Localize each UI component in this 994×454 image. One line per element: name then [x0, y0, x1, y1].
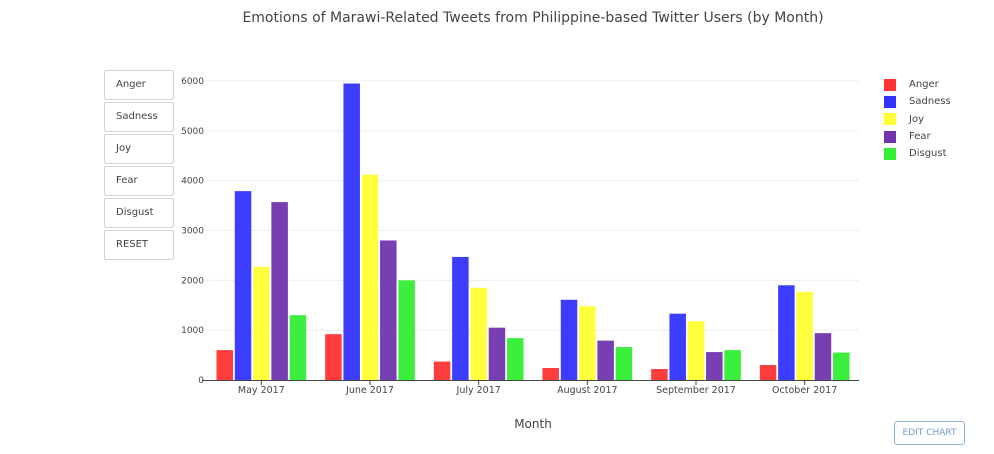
bar-disgust-1[interactable]	[398, 280, 415, 380]
legend-swatch	[884, 147, 896, 160]
bar-fear-1[interactable]	[380, 240, 397, 380]
bar-disgust-5[interactable]	[833, 352, 850, 380]
bar-joy-2[interactable]	[470, 287, 487, 380]
legend-label: Disgust	[909, 148, 947, 160]
bar-fear-0[interactable]	[271, 202, 288, 380]
axes: 0 1000 2000 3000 4000 5000 6000 May 2017 June 20…	[181, 77, 859, 396]
reset-button[interactable]: RESET	[104, 230, 174, 260]
legend-swatch	[884, 78, 896, 91]
bar-joy-4[interactable]	[687, 321, 705, 380]
bar-disgust-3[interactable]	[615, 347, 633, 380]
bar-sadness-4[interactable]	[669, 313, 686, 380]
x-tick-label: May 2017	[238, 385, 285, 396]
bar-anger-4[interactable]	[651, 369, 668, 380]
legend: Anger Sadness Joy Fear Disgust	[884, 76, 951, 162]
bar-anger-5[interactable]	[759, 365, 777, 380]
bar-anger-3[interactable]	[542, 368, 559, 380]
x-tick-label: June 2017	[345, 385, 394, 396]
edit-chart-button[interactable]: EDIT CHART	[894, 421, 965, 445]
x-axis-label: Month	[514, 417, 552, 431]
bar-fear-3[interactable]	[597, 340, 614, 380]
legend-item-disgust[interactable]: Disgust	[884, 145, 951, 162]
bar-sadness-0[interactable]	[234, 191, 252, 380]
bars	[216, 83, 850, 380]
bar-fear-5[interactable]	[814, 333, 832, 380]
bar-joy-5[interactable]	[796, 291, 813, 380]
y-tick-label: 5000	[181, 127, 204, 137]
bar-anger-2[interactable]	[433, 361, 451, 380]
bar-fear-4[interactable]	[706, 352, 723, 380]
legend-swatch	[884, 130, 896, 143]
bar-joy-0[interactable]	[253, 266, 270, 380]
chart-title: Emotions of Marawi-Related Tweets from P…	[242, 10, 824, 26]
bar-disgust-0[interactable]	[289, 315, 307, 380]
bar-disgust-4[interactable]	[724, 350, 741, 380]
y-tick-label: 6000	[181, 77, 204, 87]
bar-joy-1[interactable]	[361, 174, 379, 380]
legend-label: Anger	[909, 79, 939, 91]
x-tick-label: October 2017	[772, 385, 837, 396]
y-tick-label: 0	[198, 376, 204, 386]
y-tick-label: 2000	[181, 276, 204, 286]
legend-label: Sadness	[909, 96, 951, 108]
legend-item-fear[interactable]: Fear	[884, 128, 951, 145]
y-tick-label: 4000	[181, 177, 204, 187]
legend-label: Fear	[909, 131, 931, 143]
legend-item-sadness[interactable]: Sadness	[884, 93, 951, 110]
x-tick-label: September 2017	[656, 385, 736, 396]
disgust-button[interactable]: Disgust	[104, 198, 174, 228]
bar-sadness-2[interactable]	[452, 256, 469, 380]
bar-joy-3[interactable]	[579, 306, 596, 380]
bar-fear-2[interactable]	[488, 327, 506, 380]
bar-anger-0[interactable]	[216, 350, 233, 380]
bar-disgust-2[interactable]	[507, 338, 524, 380]
x-tick-label: July 2017	[456, 385, 501, 396]
y-tick-label: 1000	[181, 326, 204, 336]
legend-swatch	[884, 95, 896, 108]
y-tick-label: 3000	[181, 227, 204, 237]
bar-anger-1[interactable]	[325, 334, 342, 380]
legend-item-joy[interactable]: Joy	[884, 111, 951, 128]
legend-item-anger[interactable]: Anger	[884, 76, 951, 93]
anger-button[interactable]: Anger	[104, 70, 174, 100]
bar-sadness-1[interactable]	[343, 83, 360, 380]
bar-sadness-5[interactable]	[778, 285, 795, 380]
legend-label: Joy	[909, 113, 924, 125]
fear-button[interactable]: Fear	[104, 166, 174, 196]
gridlines	[207, 80, 859, 331]
legend-swatch	[884, 113, 896, 126]
filter-button-group: Anger Sadness Joy Fear Disgust RESET	[104, 70, 174, 262]
x-tick-label: August 2017	[557, 385, 617, 396]
joy-button[interactable]: Joy	[104, 134, 174, 164]
sadness-button[interactable]: Sadness	[104, 102, 174, 132]
bar-sadness-3[interactable]	[560, 299, 578, 380]
